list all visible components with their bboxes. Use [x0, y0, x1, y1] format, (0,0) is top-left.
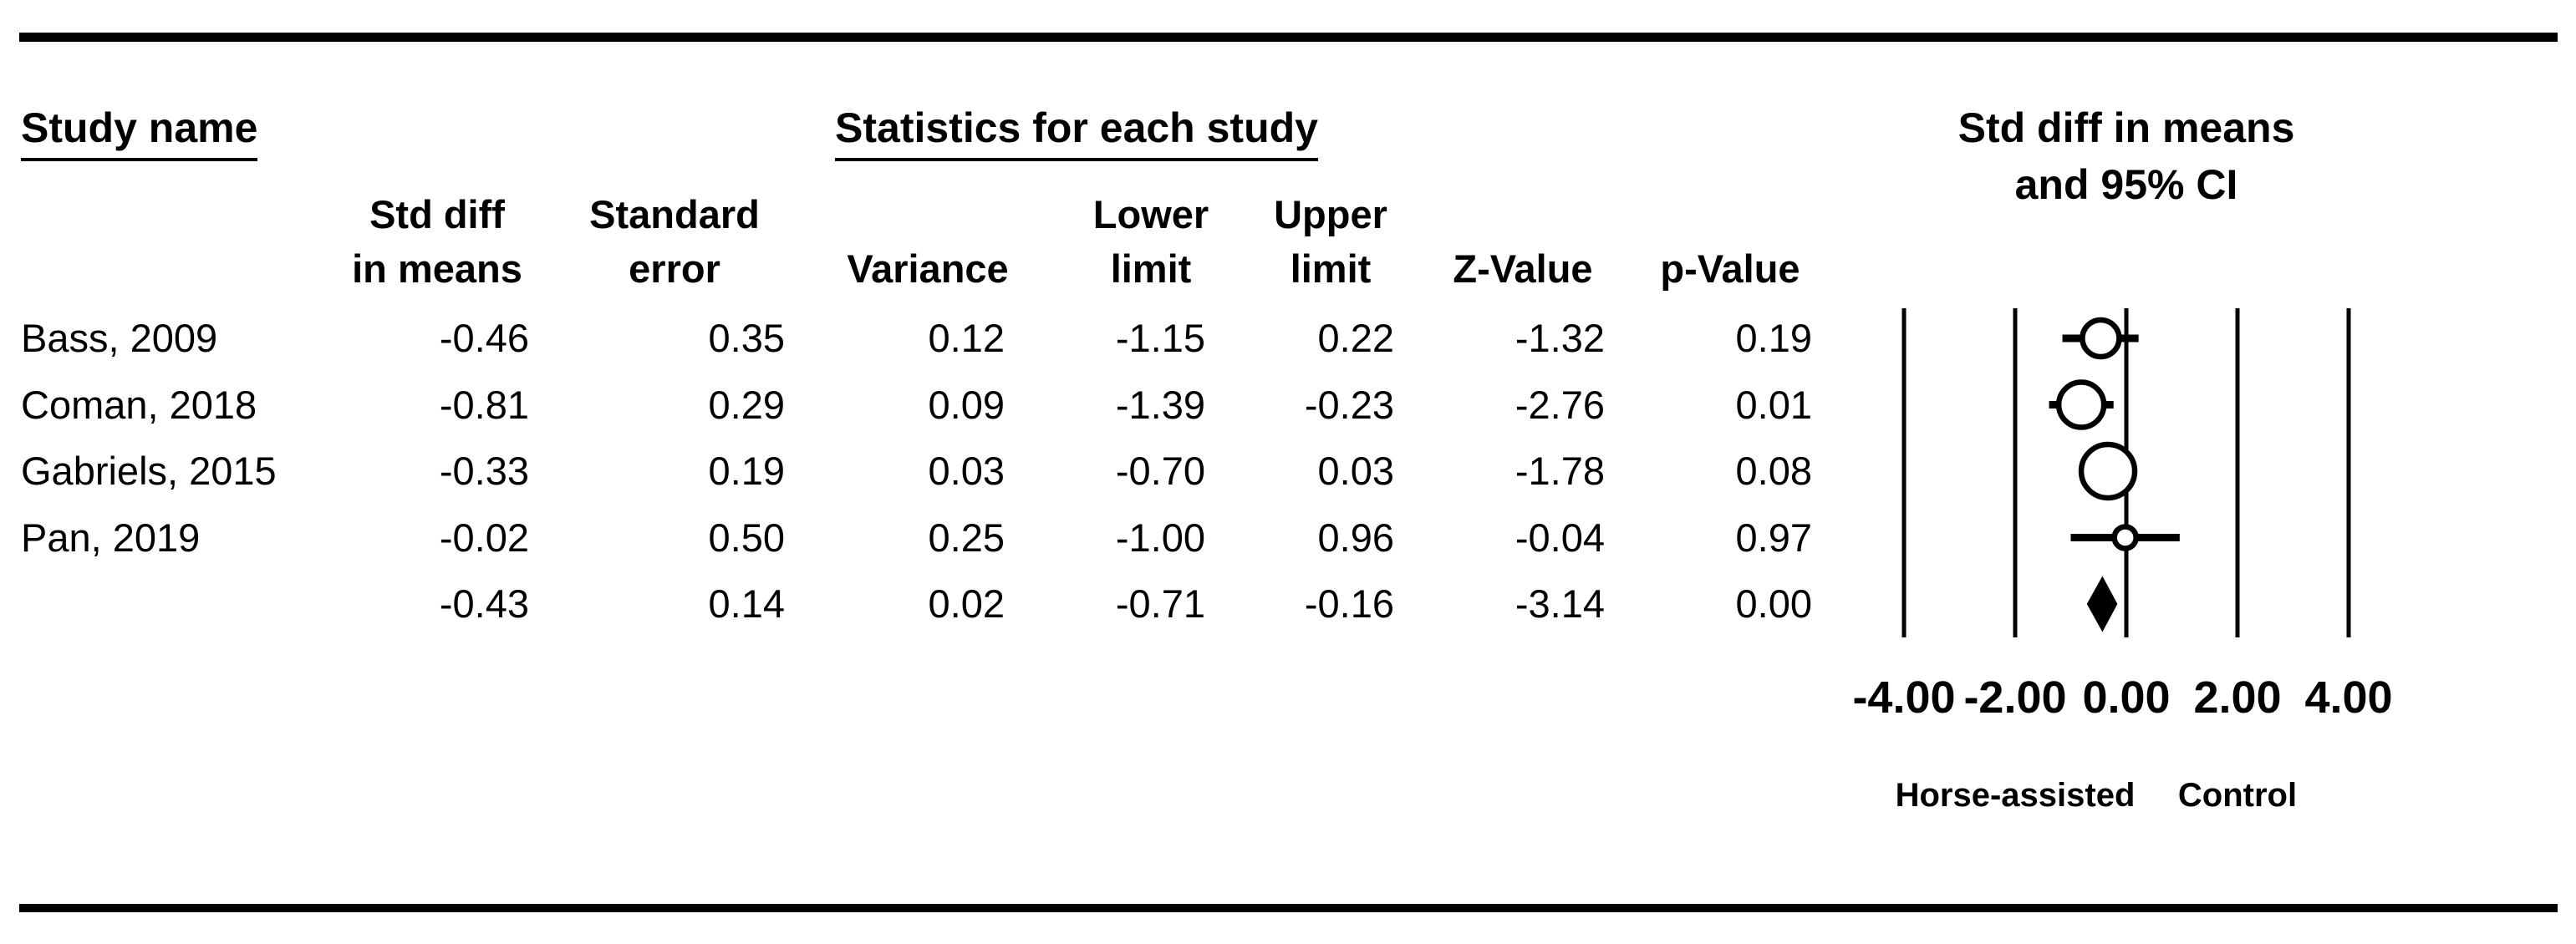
stat-cell-std_diff_in_means: -0.33: [439, 449, 529, 493]
col-header-std_diff_in_means-line1: Std diff: [369, 192, 505, 236]
summary-cell-p_value: 0.00: [1735, 581, 1812, 626]
study-name-cell: Pan, 2019: [21, 515, 201, 560]
bottom-rule: [19, 904, 2558, 912]
col-header-standard_error-line1: Standard: [589, 192, 760, 236]
axis-tick-label--2.00: -2.00: [1963, 672, 2067, 723]
summary-cell-variance: 0.02: [928, 581, 1005, 626]
stat-cell-lower_limit: -1.15: [1115, 316, 1205, 360]
stat-cell-upper_limit: 0.22: [1317, 316, 1394, 360]
stat-cell-p_value: 0.97: [1735, 515, 1812, 560]
statistics-header: Statistics for each study: [835, 103, 1318, 161]
col-header-lower_limit-line2: limit: [1110, 246, 1192, 291]
axis-tick-label--4.00: -4.00: [1852, 672, 1956, 723]
study-name-cell: Gabriels, 2015: [21, 449, 277, 493]
stat-cell-z_value: -1.32: [1515, 316, 1605, 360]
stat-cell-standard_error: 0.19: [708, 449, 785, 493]
stat-cell-lower_limit: -1.00: [1115, 515, 1205, 560]
study-name-header: Study name: [21, 103, 258, 161]
summary-cell-standard_error: 0.14: [708, 581, 785, 626]
stat-cell-standard_error: 0.35: [708, 316, 785, 360]
axis-tick-label-0.00: 0.00: [2082, 672, 2171, 723]
study-name-cell: Coman, 2018: [21, 383, 257, 427]
stat-cell-z_value: -0.04: [1515, 515, 1605, 560]
stat-cell-upper_limit: 0.03: [1317, 449, 1394, 493]
study-marker: [2080, 317, 2122, 360]
study-marker: [2078, 441, 2138, 501]
summary-diamond: [2086, 576, 2118, 632]
stat-cell-variance: 0.12: [928, 316, 1005, 360]
study-marker: [2055, 379, 2107, 430]
stat-cell-p_value: 0.19: [1735, 316, 1812, 360]
plot-title-line1: Std diff in means: [1957, 104, 2295, 151]
summary-cell-upper_limit: -0.16: [1304, 581, 1394, 626]
stat-cell-lower_limit: -0.70: [1115, 449, 1205, 493]
plot-title-line2: and 95% CI: [2014, 161, 2238, 208]
col-header-z_value-line1: Z-Value: [1453, 246, 1593, 291]
axis-tick-label-4.00: 4.00: [2304, 672, 2393, 723]
col-header-p_value-line1: p-Value: [1660, 246, 1800, 291]
stat-cell-standard_error: 0.29: [708, 383, 785, 427]
summary-cell-lower_limit: -0.71: [1115, 581, 1205, 626]
stat-cell-variance: 0.03: [928, 449, 1005, 493]
study-marker: [2111, 524, 2139, 551]
col-header-std_diff_in_means-line2: in means: [352, 246, 522, 291]
col-header-upper_limit-line2: limit: [1290, 246, 1372, 291]
summary-cell-std_diff_in_means: -0.43: [439, 581, 529, 626]
favours-right-label: Control: [2177, 777, 2298, 814]
summary-cell-z_value: -3.14: [1515, 581, 1605, 626]
col-header-upper_limit-line1: Upper: [1274, 192, 1387, 236]
col-header-standard_error-line2: error: [629, 246, 720, 291]
top-rule: [19, 33, 2558, 42]
stat-cell-upper_limit: -0.23: [1304, 383, 1394, 427]
stat-cell-p_value: 0.01: [1735, 383, 1812, 427]
study-name-cell: Bass, 2009: [21, 316, 218, 360]
stat-cell-variance: 0.09: [928, 383, 1005, 427]
stat-cell-z_value: -2.76: [1515, 383, 1605, 427]
stat-cell-std_diff_in_means: -0.02: [439, 515, 529, 560]
favours-left-label: Horse-assisted: [1895, 777, 2136, 814]
stat-cell-upper_limit: 0.96: [1317, 515, 1394, 560]
axis-tick-label-2.00: 2.00: [2193, 672, 2282, 723]
stat-cell-z_value: -1.78: [1515, 449, 1605, 493]
stat-cell-variance: 0.25: [928, 515, 1005, 560]
stat-cell-p_value: 0.08: [1735, 449, 1812, 493]
stat-cell-std_diff_in_means: -0.81: [439, 383, 529, 427]
col-header-variance-line1: Variance: [847, 246, 1009, 291]
stat-cell-std_diff_in_means: -0.46: [439, 316, 529, 360]
stat-cell-lower_limit: -1.39: [1115, 383, 1205, 427]
stat-cell-standard_error: 0.50: [708, 515, 785, 560]
col-header-lower_limit-line1: Lower: [1092, 192, 1209, 236]
